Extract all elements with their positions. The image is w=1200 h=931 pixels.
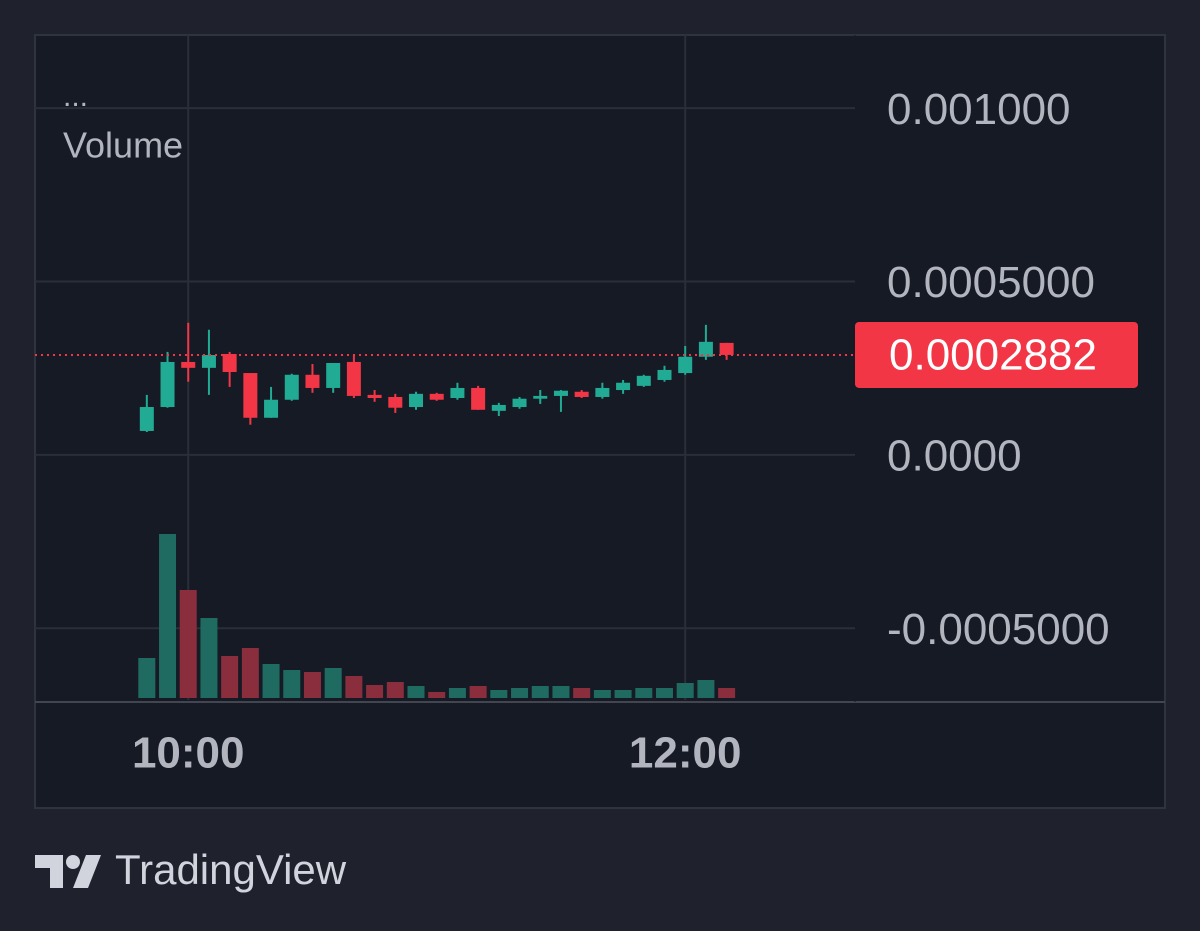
candle-body — [222, 353, 237, 373]
candle-body — [678, 356, 693, 374]
volume-bar — [448, 688, 466, 698]
last-price-badge — [855, 321, 1138, 388]
candle-body — [346, 361, 361, 396]
volume-bar — [697, 680, 715, 698]
volume-bar — [179, 590, 197, 698]
y-tick-label: 0.001000 — [887, 85, 1071, 134]
candle-body — [429, 393, 444, 400]
tradingview-logo — [35, 855, 101, 888]
candle-body — [284, 374, 299, 400]
brand: TradingView — [115, 846, 347, 893]
x-tick-label: 12:00 — [629, 729, 742, 778]
volume-bar — [303, 672, 321, 698]
candle-body — [409, 393, 424, 408]
volume-bar — [386, 682, 404, 698]
candle-body — [388, 396, 403, 408]
candle-body — [574, 391, 589, 397]
volume-bar — [469, 686, 487, 698]
volume-bar — [511, 688, 529, 698]
volume-bar — [614, 690, 632, 698]
y-tick-label: 0.0000 — [887, 431, 1022, 480]
indicator-name: Volume — [63, 125, 183, 166]
last-price-label: 0.0002882 — [889, 331, 1097, 380]
candle-body — [657, 369, 672, 380]
candle-body — [595, 387, 610, 397]
candle-body — [326, 362, 341, 388]
volume-bar — [428, 692, 446, 698]
volume-bar — [200, 618, 218, 698]
volume-bar — [490, 690, 508, 698]
logo-part — [35, 855, 63, 888]
candle-body — [264, 399, 279, 418]
volume-bar — [552, 686, 570, 698]
volume-bar — [366, 685, 384, 698]
candle-body — [181, 361, 196, 368]
volume-bar — [655, 688, 673, 698]
volume-bar — [573, 688, 591, 698]
candle-body — [139, 407, 154, 431]
indicator-menu[interactable]: ... — [63, 80, 88, 113]
volume-bar — [241, 648, 259, 698]
volume-bar — [159, 534, 177, 698]
logo-part — [66, 855, 80, 869]
volume-bar — [324, 668, 342, 698]
volume-bar — [221, 656, 239, 698]
volume-bar — [635, 688, 653, 698]
volume-bar — [283, 670, 301, 698]
candle-body — [636, 375, 651, 386]
candle-body — [243, 373, 258, 418]
volume-bar — [138, 658, 156, 698]
volume-bar — [262, 664, 280, 698]
candle-body — [512, 398, 527, 408]
volume-bar — [531, 686, 549, 698]
candle-body — [305, 374, 320, 388]
candle-body — [533, 395, 548, 399]
y-tick-label: 0.0005000 — [887, 258, 1095, 307]
volume-bar — [407, 686, 425, 698]
marks — [138, 322, 736, 698]
candle-body — [719, 342, 734, 355]
y-tick-label: -0.0005000 — [887, 605, 1110, 654]
volume-bar — [718, 688, 736, 698]
candle-body — [201, 355, 216, 368]
logo-part — [73, 855, 101, 888]
volume-bar — [345, 676, 363, 698]
candle-body — [367, 394, 382, 399]
volume-bar — [593, 690, 611, 698]
volume-bar — [676, 683, 694, 698]
candle-body — [698, 341, 713, 357]
candle-body — [616, 382, 631, 391]
x-tick-label: 10:00 — [132, 729, 245, 778]
candle-body — [450, 387, 465, 399]
candle-body — [553, 390, 568, 396]
candle-body — [471, 387, 486, 410]
candle-body — [491, 404, 506, 411]
candle-body — [160, 361, 175, 408]
